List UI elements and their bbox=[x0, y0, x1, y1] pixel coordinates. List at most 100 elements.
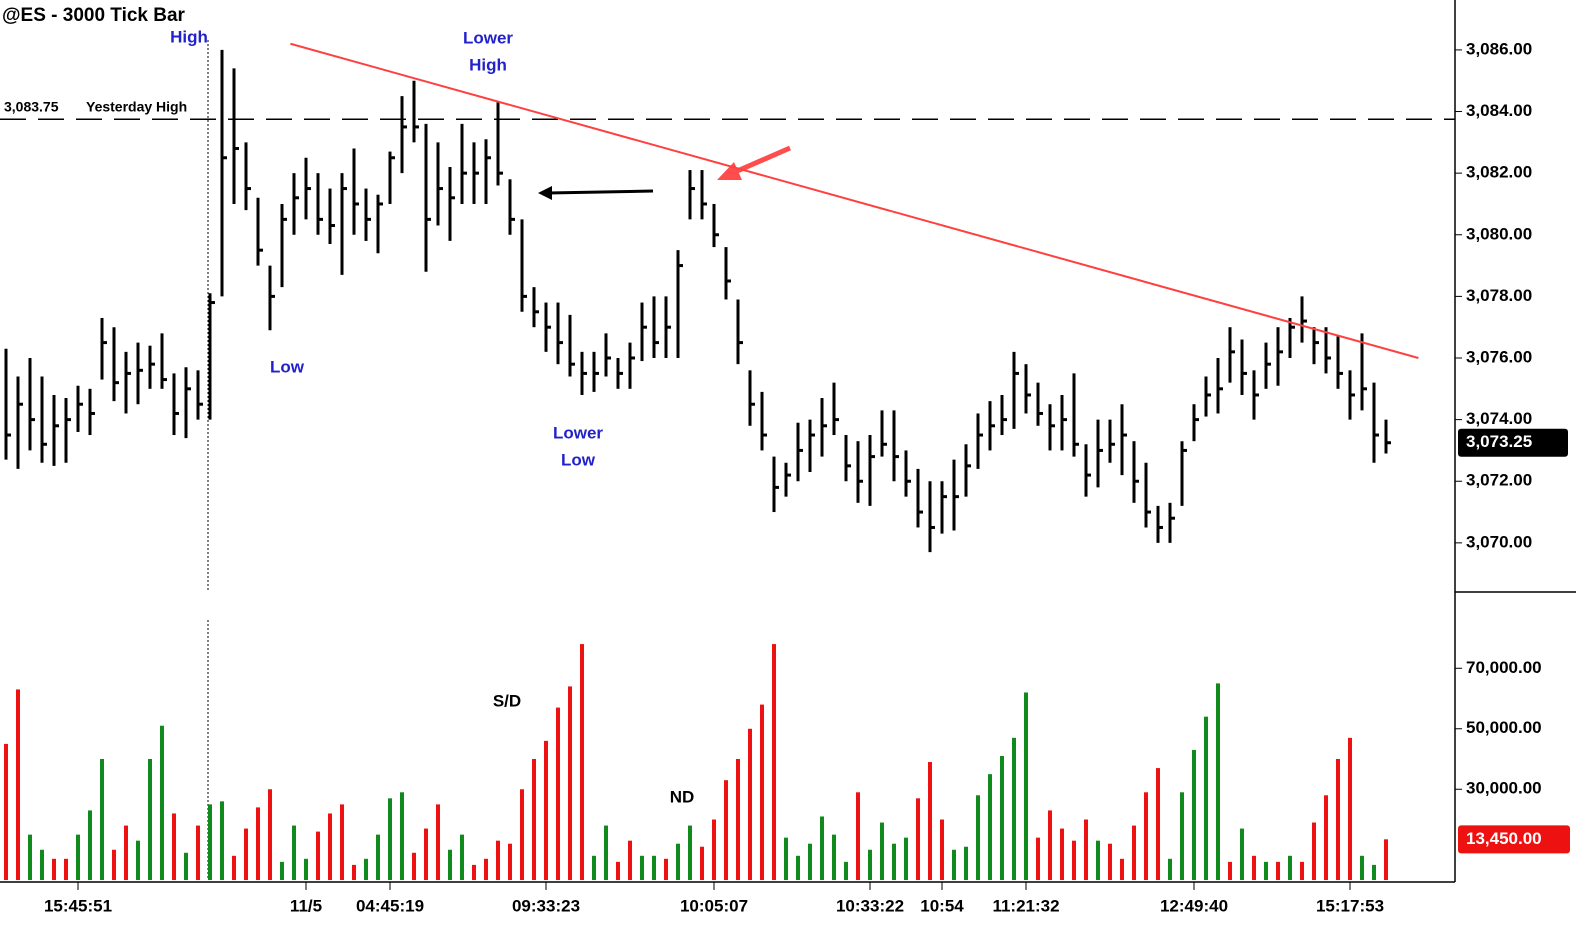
y-tick-label: 3,076.00 bbox=[1466, 347, 1532, 366]
volume-bar bbox=[280, 861, 284, 880]
y-tick-label: 3,070.00 bbox=[1466, 532, 1532, 551]
volume-bar bbox=[1180, 792, 1184, 880]
volume-bar bbox=[4, 743, 8, 880]
volume-bar bbox=[712, 819, 716, 880]
volume-bar bbox=[640, 855, 644, 880]
volume-bar bbox=[784, 837, 788, 880]
volume-bar bbox=[1312, 822, 1316, 880]
volume-bar bbox=[856, 792, 860, 880]
volume-bar bbox=[1336, 759, 1340, 880]
volume-bar bbox=[676, 843, 680, 880]
volume-bar bbox=[88, 810, 92, 880]
volume-bar bbox=[184, 852, 188, 880]
volume-bar bbox=[604, 825, 608, 880]
volume-bar bbox=[568, 686, 572, 880]
volume-bar bbox=[820, 816, 824, 880]
volume-bar bbox=[928, 762, 932, 880]
volume-bar bbox=[724, 780, 728, 880]
reference-label: 3,083.75 bbox=[4, 99, 59, 115]
volume-bar bbox=[1072, 840, 1076, 880]
volume-bar bbox=[952, 849, 956, 880]
volume-bar bbox=[1012, 737, 1016, 880]
y-tick-label: 3,072.00 bbox=[1466, 471, 1532, 490]
y-tick-label: 70,000.00 bbox=[1466, 658, 1542, 677]
volume-bar bbox=[1168, 858, 1172, 880]
volume-bar bbox=[844, 861, 848, 880]
volume-bar bbox=[1360, 855, 1364, 880]
y-tick-label: 3,086.00 bbox=[1466, 39, 1532, 58]
x-tick-label: 09:33:23 bbox=[512, 896, 580, 915]
y-tick-label: 3,084.00 bbox=[1466, 101, 1532, 120]
volume-bar bbox=[292, 825, 296, 880]
x-tick-label: 11:21:32 bbox=[992, 896, 1059, 915]
volume-bar bbox=[1192, 749, 1196, 880]
volume-bar bbox=[256, 807, 260, 880]
volume-bar bbox=[1120, 858, 1124, 880]
volume-bar bbox=[1384, 839, 1388, 880]
volume-bar bbox=[664, 858, 668, 880]
y-tick-label: 3,082.00 bbox=[1466, 163, 1532, 182]
last-price-box bbox=[1458, 428, 1568, 457]
volume-bar bbox=[448, 849, 452, 880]
volume-bar bbox=[760, 704, 764, 880]
volume-bar bbox=[976, 795, 980, 880]
volume-bar bbox=[208, 804, 212, 880]
arrow bbox=[547, 189, 654, 195]
volume-bar bbox=[1000, 755, 1004, 880]
last-price-label: 3,073.25 bbox=[1466, 432, 1532, 451]
y-tick-label: 3,080.00 bbox=[1466, 224, 1532, 243]
chart-title: @ES - 3000 Tick Bar bbox=[2, 5, 186, 26]
volume-bar bbox=[688, 825, 692, 880]
volume-bar bbox=[412, 852, 416, 880]
trendline bbox=[290, 42, 1419, 359]
volume-bar bbox=[304, 858, 308, 880]
volume-bar bbox=[772, 644, 776, 880]
volume-bar bbox=[232, 855, 236, 880]
volume-bar bbox=[424, 828, 428, 880]
x-tick-label: 11/5 bbox=[290, 896, 322, 915]
volume-bar bbox=[1048, 810, 1052, 880]
volume-bar bbox=[1096, 840, 1100, 880]
volume-bar bbox=[904, 837, 908, 880]
volume-bar bbox=[544, 740, 548, 880]
volume-bar bbox=[508, 843, 512, 880]
volume-bar bbox=[340, 804, 344, 880]
volume-bar bbox=[796, 855, 800, 880]
volume-bar bbox=[148, 759, 152, 880]
volume-bar bbox=[460, 834, 464, 880]
volume-bar bbox=[1216, 683, 1220, 880]
volume-bar bbox=[1348, 737, 1352, 880]
volume-bar bbox=[652, 855, 656, 880]
volume-bar bbox=[28, 834, 32, 880]
volume-bar bbox=[1108, 843, 1112, 880]
last-volume-box bbox=[1458, 825, 1570, 854]
volume-bar bbox=[388, 798, 392, 880]
volume-bar bbox=[892, 843, 896, 880]
volume-bar bbox=[40, 849, 44, 880]
y-tick-label: 50,000.00 bbox=[1466, 718, 1542, 737]
volume-bar bbox=[1132, 825, 1136, 880]
last-volume-label: 13,450.00 bbox=[1466, 829, 1542, 848]
annotation: ND bbox=[670, 787, 695, 806]
volume-bar bbox=[400, 792, 404, 880]
volume-bar bbox=[268, 789, 272, 880]
annotation: Low bbox=[270, 357, 305, 376]
volume-bar bbox=[808, 843, 812, 880]
volume-bar bbox=[868, 849, 872, 880]
y-tick-label: 3,078.00 bbox=[1466, 286, 1532, 305]
volume-bar bbox=[580, 644, 584, 880]
annotation: High bbox=[469, 55, 507, 74]
volume-bar bbox=[916, 798, 920, 880]
arrow bbox=[734, 145, 791, 175]
volume-bar bbox=[1252, 855, 1256, 880]
volume-bar bbox=[16, 689, 20, 880]
volume-bar bbox=[1156, 768, 1160, 880]
volume-bar bbox=[520, 789, 524, 880]
volume-bar bbox=[556, 707, 560, 880]
volume-bar bbox=[472, 864, 476, 880]
volume-bar bbox=[496, 840, 500, 880]
volume-bar bbox=[940, 819, 944, 880]
annotation: Low bbox=[561, 450, 596, 469]
volume-bar bbox=[484, 858, 488, 880]
